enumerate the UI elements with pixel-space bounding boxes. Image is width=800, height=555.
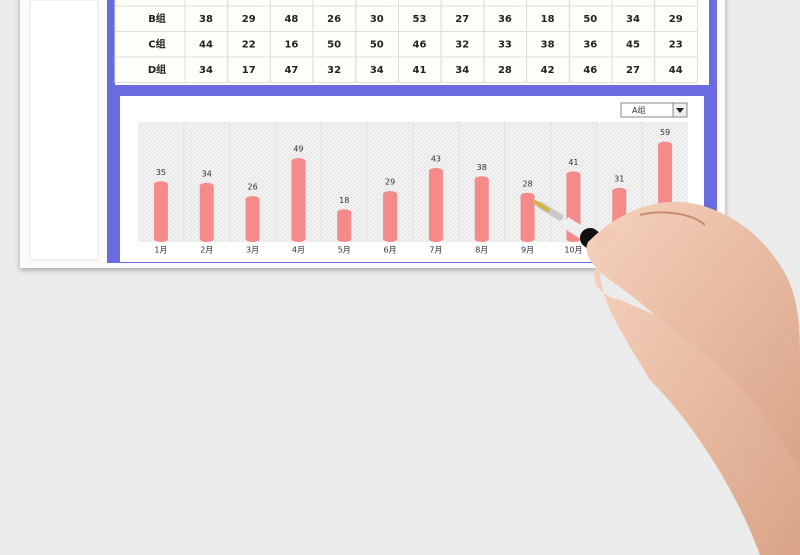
value-label: 29 [385,178,395,187]
value-label: 28 [522,179,532,188]
cell-text: 34 [370,65,384,76]
cell-text: 18 [541,14,555,25]
value-label: 49 [293,145,303,154]
x-tick-label: 10月 [564,246,582,255]
cell-text: 34 [199,65,213,76]
bar [199,182,214,242]
cell-text: 29 [242,14,256,25]
x-tick-label: 8月 [475,246,488,255]
dropdown-value: A组 [632,105,645,115]
table-cell [654,56,698,83]
cell-text: 16 [284,40,298,51]
cell-text: 44 [669,65,683,76]
x-tick-label: 3月 [246,246,259,255]
side-panel [29,0,99,261]
cell-text: 30 [370,14,384,25]
cell-text: 27 [455,14,469,25]
cell-text: 23 [669,40,683,51]
cell-text: 42 [541,65,555,76]
x-tick-label: 2月 [200,246,213,255]
value-label: 35 [156,168,166,177]
cell-text: 46 [583,65,597,76]
cell-text: 22 [242,40,256,51]
bar [520,192,535,242]
cell-text: 38 [199,14,213,25]
cell-text: 33 [498,40,512,51]
bar [428,168,443,242]
x-tick-label: 6月 [384,246,397,255]
x-tick-label: 9月 [521,246,534,255]
value-label: 43 [431,155,441,164]
cell-text: 50 [327,40,341,51]
cell-text: 46 [413,40,427,51]
bar [245,196,260,242]
bar [337,209,352,242]
bar [474,176,489,242]
value-label: 34 [202,169,212,178]
cell-text: 53 [413,14,427,25]
hand-with-pen [533,200,800,555]
cell-text: 26 [327,14,341,25]
cell-text: 28 [498,65,512,76]
cell-text: D组 [148,63,166,76]
cell-text: 50 [583,14,597,25]
cell-text: 34 [626,14,640,25]
cell-text: 36 [498,14,512,25]
cell-text: 17 [242,65,256,76]
x-tick-label: 7月 [429,246,442,255]
bar [383,191,398,242]
bar [291,158,306,242]
cell-text: 29 [669,14,683,25]
bar [153,181,168,242]
x-tick-label: 5月 [338,246,351,255]
value-label: 59 [660,128,670,137]
cell-text: B组 [148,12,166,25]
cell-text: 38 [541,40,555,51]
cell-text: 27 [626,65,640,76]
cell-text: 50 [370,40,384,51]
value-label: 41 [568,158,578,167]
x-tick-label: 4月 [292,246,305,255]
table-area [115,0,709,85]
cell-text: 32 [455,40,469,51]
table: B组 38 29 48 26 30 53 27 36 18 50 34 29 C组 44 22 16 50 50 46… [114,0,698,83]
x-tick-label: 1月 [154,246,167,255]
cell-text: 32 [327,65,341,76]
cell-text: 44 [199,40,213,51]
cell-text: 41 [413,65,427,76]
cell-text: 34 [455,65,469,76]
cell-text: 45 [626,40,640,51]
value-label: 31 [614,174,624,183]
value-label: 18 [339,196,349,205]
value-label: 26 [247,183,257,192]
value-label: 38 [477,163,487,172]
cell-text: 48 [284,14,298,25]
cell-text: 47 [284,65,298,76]
cell-text: C组 [148,38,165,51]
dropdown-arrow [676,108,684,113]
cell-text: 36 [583,40,597,51]
